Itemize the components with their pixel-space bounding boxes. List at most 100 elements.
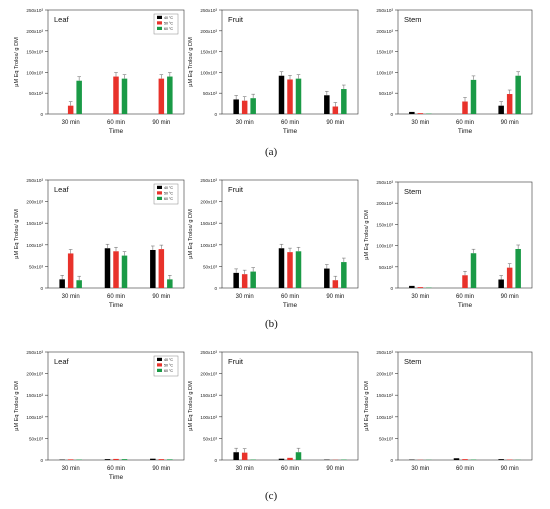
chart1-ytick-label: 100x10³ [26, 70, 43, 75]
chart1-bar [113, 76, 119, 114]
chart5-ytick-label: 200x10³ [200, 200, 217, 205]
chart4-ylabel: µM Eq Trolox/ g DM [14, 209, 20, 259]
chart3-xtick-label: 30 min [411, 120, 429, 126]
chart7-legend-swatch [157, 357, 162, 361]
chart3-title: Stem [404, 15, 422, 24]
chart3-ytick-label: 200x10³ [376, 29, 393, 34]
chart4-legend-swatch [157, 196, 162, 200]
chart3-ytick-label: 0 [390, 112, 393, 117]
chart8-frame [221, 351, 359, 461]
chart5-ytick-label: 50x10³ [203, 264, 218, 269]
chart2-bar [287, 79, 293, 114]
chart8-ytick-label: 50x10³ [203, 436, 218, 441]
chart2-bar [250, 98, 256, 114]
chart9-xtick-label: 90 min [501, 466, 519, 472]
chart8-xtick-label: 60 min [281, 466, 299, 472]
chart9-ytick-label: 150x10³ [376, 393, 393, 398]
chart1-ytick-label: 200x10³ [26, 29, 43, 34]
chart5-xtick-label: 30 min [236, 294, 254, 300]
chart5-bar [287, 252, 293, 288]
chart3-bar [417, 113, 424, 114]
chart7-ytick-label: 250x10³ [26, 350, 43, 355]
chart2-xtick-label: 30 min [236, 120, 254, 126]
chart1-title: Leaf [54, 15, 70, 24]
chart2-xtick-label: 90 min [326, 120, 344, 126]
chart9-bar [462, 459, 468, 460]
chart9-ytick-label: 250x10³ [376, 350, 393, 355]
chart6-bar [409, 285, 415, 288]
chart3-ytick-label: 50x10³ [379, 91, 394, 96]
chart6-title: Stem [404, 187, 422, 196]
chart7-title: Leaf [54, 357, 70, 366]
chart8-bar [287, 457, 293, 460]
chart9-frame [397, 351, 533, 461]
chart8-xtick-label: 90 min [326, 466, 344, 472]
chart3-bar [470, 79, 477, 114]
chart6-xtick-label: 30 min [411, 294, 429, 300]
chart3-bar [409, 111, 415, 114]
chart2-bar [295, 78, 302, 114]
chart8-xtick-label: 30 min [236, 466, 254, 472]
chart7-bar [167, 459, 173, 460]
chart9-ytick-label: 200x10³ [376, 372, 393, 377]
chart3-ytick-label: 150x10³ [376, 50, 393, 55]
chart4-bar [167, 279, 173, 288]
chart1-ytick-label: 150x10³ [26, 50, 43, 55]
chart8-ytick-label: 250x10³ [200, 350, 217, 355]
chart1-bar [67, 105, 74, 114]
chart9-bar [498, 459, 504, 460]
chart9-title: Stem [404, 357, 422, 366]
chart2-bar [332, 106, 339, 114]
chart4-title: Leaf [54, 185, 70, 194]
chart1-bar [167, 76, 173, 114]
chart3-xtick-label: 60 min [456, 120, 474, 126]
chart2-title: Fruit [228, 15, 244, 24]
chart9-ytick-label: 0 [390, 458, 393, 463]
chart5-xtick-label: 60 min [281, 294, 299, 300]
chart6-ytick-label: 50x10³ [379, 265, 394, 270]
chart3-bar [506, 94, 513, 114]
chart7-xlabel: Time [109, 474, 124, 481]
chart4-xtick-label: 60 min [107, 294, 125, 300]
chart2-ytick-label: 200x10³ [200, 29, 217, 34]
chart4-legend-label: 50 °C [164, 192, 173, 196]
chart8-title: Fruit [228, 357, 244, 366]
chart1-xtick-label: 30 min [62, 120, 80, 126]
chart1-ytick-label: 250x10³ [26, 8, 43, 13]
chart7-legend-swatch [157, 368, 162, 372]
chart2-ylabel: µM Eq Trolox/ g DM [188, 37, 194, 87]
chart5-ylabel: µM Eq Trolox/ g DM [188, 209, 194, 259]
chart7-legend-swatch [157, 363, 162, 367]
chart1-legend-swatch [157, 15, 162, 19]
chart7-legend-label: 50 °C [164, 364, 173, 368]
chart6-bar [417, 287, 424, 288]
chart4-bar [158, 249, 165, 288]
chart8-bar [278, 458, 285, 460]
chart2-bar [341, 89, 347, 114]
chart4-ytick-label: 200x10³ [26, 200, 43, 205]
chart5-ytick-label: 150x10³ [200, 221, 217, 226]
chart5-bar [233, 272, 239, 288]
chart8-bar [295, 452, 302, 460]
panel-label-c: (c) [265, 490, 278, 502]
chart9-ytick-label: 100x10³ [376, 415, 393, 420]
chart7-ytick-label: 200x10³ [26, 372, 43, 377]
chart3-bar [515, 75, 521, 114]
chart4-legend-label: 40 °C [164, 186, 173, 190]
chart6-bar [462, 275, 468, 288]
chart4-ytick-label: 50x10³ [29, 264, 44, 269]
chart7-bar [104, 459, 111, 460]
chart2-xtick-label: 60 min [281, 120, 299, 126]
chart6-ylabel: µM Eq Trolox/ g DM [364, 210, 370, 260]
chart5-bar [341, 262, 347, 288]
chart5-ytick-label: 100x10³ [200, 243, 217, 248]
chart6-bar [506, 267, 513, 288]
chart3-ytick-label: 250x10³ [376, 8, 393, 13]
chart2-ytick-label: 50x10³ [203, 91, 218, 96]
chart1-legend-label: 50 °C [164, 22, 173, 26]
chart6-xtick-label: 60 min [456, 294, 474, 300]
chart7-legend-label: 60 °C [164, 369, 173, 373]
panel-label-b: (b) [265, 318, 278, 330]
chart8-ytick-label: 0 [214, 458, 217, 463]
chart5-ytick-label: 0 [214, 286, 217, 291]
